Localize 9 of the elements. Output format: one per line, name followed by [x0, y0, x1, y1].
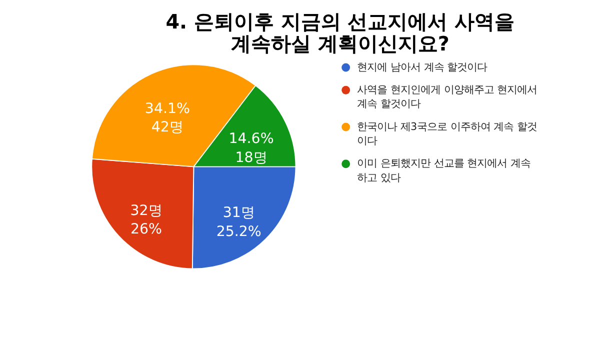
data-label: 34.1% 42명: [144, 100, 190, 136]
legend-label: 한국이나 제3국으로 이주하여 계속 할것이다: [357, 120, 537, 147]
legend-label: 현지에 남아서 계속 할것이다: [357, 61, 488, 74]
legend-label: 이미 은퇴했지만 선교를 현지에서 계속 하고 있다: [357, 158, 530, 184]
data-label: 31명 25.2%: [216, 205, 262, 240]
data-label: 32명 26%: [130, 202, 162, 238]
data-label: 14.6% 18명: [228, 130, 274, 166]
chart-title: 4. 은퇴이후 지금의 선교지에서 사역을 계속하실 계획이신지요?: [166, 10, 515, 56]
legend-label: 사역을 현지인에게 이양해주고 현지에서 계속 할것이다: [357, 84, 538, 110]
